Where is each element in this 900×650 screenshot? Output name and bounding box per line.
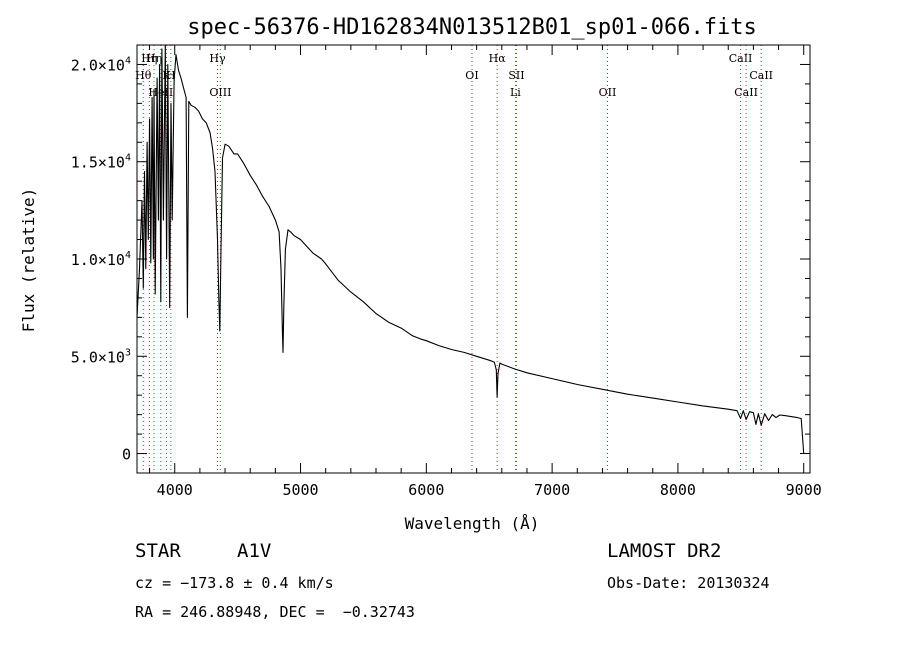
line-marker-label: K	[162, 69, 171, 82]
line-marker-label: Hα	[489, 52, 507, 65]
x-tick-label: 6000	[408, 481, 444, 499]
line-marker-label: CaII	[749, 69, 773, 82]
survey-label: LAMOST DR2	[607, 540, 722, 562]
y-tick-label: 1.0×104	[71, 250, 131, 269]
series	[136, 44, 805, 454]
y-tick-label: 5.0×103	[71, 347, 131, 366]
line-marker-label: CaII	[729, 52, 753, 65]
chart-title: spec-56376-HD162834N013512B01_sp01-066.f…	[187, 15, 757, 40]
spectrum-chart: spec-56376-HD162834N013512B01_sp01-066.f…	[19, 15, 822, 533]
spectrum-line	[136, 44, 805, 454]
x-tick-label: 4000	[157, 481, 193, 499]
x-tick-label: 5000	[282, 481, 318, 499]
class-label: STAR	[135, 540, 181, 562]
line-marker-label: H	[166, 69, 176, 82]
redshift-text: cz = −173.8 ± 0.4 km/s	[135, 574, 334, 592]
y-axis-label: Flux (relative)	[19, 188, 38, 333]
axes: 4000 5000 6000 7000 8000 9000 0 5.0×103 1.0×104 1…	[71, 44, 822, 499]
x-tick-label: 7000	[534, 481, 570, 499]
subclass-label: A1V	[237, 540, 272, 562]
obs-date-text: Obs-Date: 20130324	[607, 574, 770, 592]
x-tick-label: 8000	[660, 481, 696, 499]
line-marker-label: OIII	[209, 86, 231, 99]
coordinates-text: RA = 246.88948, DEC = −0.32743	[135, 603, 415, 621]
y-tick-label: 1.5×104	[71, 153, 131, 172]
y-tick-label: 0	[122, 446, 131, 464]
line-marker-label: Li	[510, 86, 521, 99]
line-marker-label: CaII	[734, 86, 758, 99]
x-axis-label: Wavelength (Å)	[405, 514, 540, 533]
y-tick-label: 2.0×104	[71, 55, 131, 74]
line-marker-label: OII	[599, 86, 617, 99]
line-marker-label: OI	[465, 69, 478, 82]
line-marker-label: SII	[508, 69, 524, 82]
line-marker-label: Hη	[146, 52, 162, 65]
x-tick-label: 9000	[786, 481, 822, 499]
line-marker-label: Hη	[141, 52, 157, 65]
line-marker-label: Hγ	[209, 52, 226, 65]
plot-frame	[136, 44, 811, 474]
line-marker-label: Hθ	[135, 69, 152, 82]
